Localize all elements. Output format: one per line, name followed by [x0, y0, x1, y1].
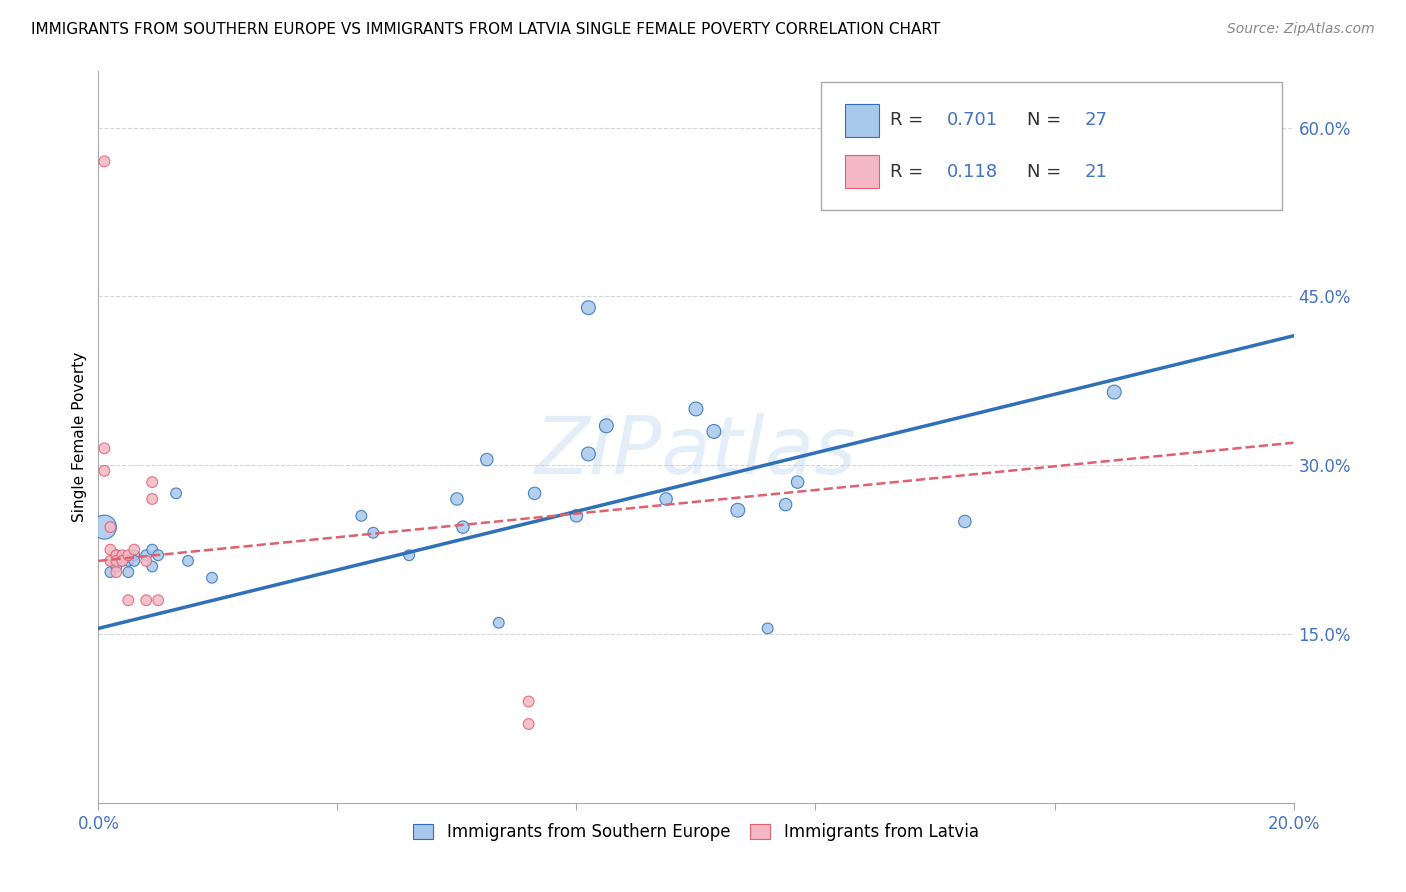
Text: 27: 27	[1084, 112, 1108, 129]
Point	[124, 542, 146, 557]
Point	[98, 520, 122, 534]
Point	[105, 565, 128, 579]
FancyBboxPatch shape	[845, 155, 879, 188]
Point	[117, 554, 139, 568]
Point	[141, 559, 163, 574]
Point	[165, 486, 187, 500]
Point	[148, 548, 170, 562]
Point	[177, 554, 200, 568]
Point	[117, 565, 139, 579]
Point	[111, 548, 134, 562]
Point	[727, 503, 749, 517]
Text: 21: 21	[1084, 162, 1108, 180]
Text: N =: N =	[1026, 162, 1067, 180]
Point	[98, 554, 122, 568]
Point	[350, 508, 373, 523]
Text: ZIPatlas: ZIPatlas	[534, 413, 858, 491]
Point	[565, 508, 588, 523]
Point	[105, 548, 128, 562]
Point	[93, 154, 115, 169]
Point	[141, 475, 163, 489]
Point	[124, 548, 146, 562]
Point	[775, 498, 797, 512]
Text: R =: R =	[890, 112, 928, 129]
Point	[105, 559, 128, 574]
Legend: Immigrants from Southern Europe, Immigrants from Latvia: Immigrants from Southern Europe, Immigra…	[405, 814, 987, 849]
Point	[135, 593, 157, 607]
Point	[595, 418, 617, 433]
Point	[105, 548, 128, 562]
Point	[148, 593, 170, 607]
Y-axis label: Single Female Poverty: Single Female Poverty	[72, 352, 87, 522]
Point	[953, 515, 976, 529]
Point	[135, 554, 157, 568]
Point	[451, 520, 474, 534]
Point	[578, 447, 600, 461]
Point	[111, 554, 134, 568]
Point	[523, 486, 546, 500]
Point	[117, 593, 139, 607]
Point	[578, 301, 600, 315]
Point	[1104, 385, 1126, 400]
Point	[141, 542, 163, 557]
Point	[124, 554, 146, 568]
Text: R =: R =	[890, 162, 928, 180]
Point	[111, 554, 134, 568]
Point	[141, 491, 163, 506]
Point	[98, 565, 122, 579]
Point	[93, 442, 115, 456]
Text: IMMIGRANTS FROM SOUTHERN EUROPE VS IMMIGRANTS FROM LATVIA SINGLE FEMALE POVERTY : IMMIGRANTS FROM SOUTHERN EUROPE VS IMMIG…	[31, 22, 941, 37]
FancyBboxPatch shape	[821, 82, 1282, 211]
Point	[398, 548, 420, 562]
Point	[786, 475, 808, 489]
Point	[685, 401, 707, 416]
Point	[475, 452, 498, 467]
Text: N =: N =	[1026, 112, 1067, 129]
Point	[93, 464, 115, 478]
Point	[105, 554, 128, 568]
Point	[98, 542, 122, 557]
Point	[93, 520, 115, 534]
Text: 0.118: 0.118	[948, 162, 998, 180]
Point	[117, 548, 139, 562]
Point	[135, 548, 157, 562]
Text: 0.701: 0.701	[948, 112, 998, 129]
Point	[488, 615, 510, 630]
Point	[517, 717, 540, 731]
Point	[756, 621, 779, 635]
Point	[703, 425, 725, 439]
Text: Source: ZipAtlas.com: Source: ZipAtlas.com	[1227, 22, 1375, 37]
Point	[363, 525, 385, 540]
Point	[201, 571, 224, 585]
Point	[517, 694, 540, 708]
Point	[655, 491, 678, 506]
Point	[446, 491, 468, 506]
FancyBboxPatch shape	[845, 104, 879, 137]
